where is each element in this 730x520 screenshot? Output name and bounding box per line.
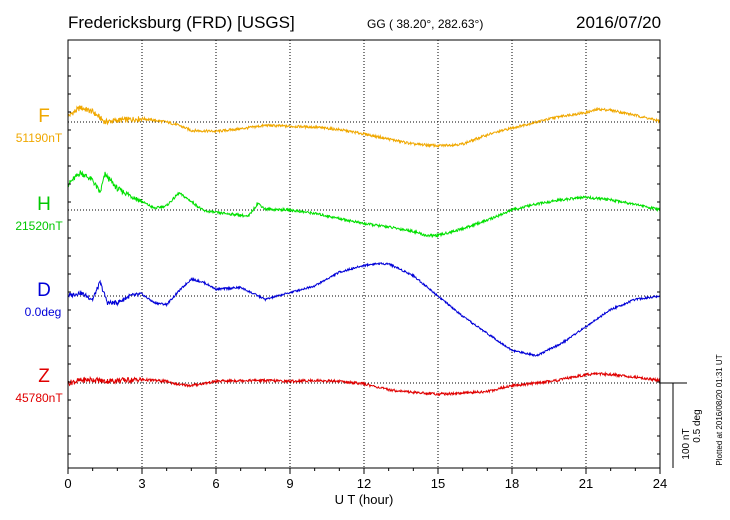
scale-label-nt: 100 nT	[681, 428, 692, 459]
x-tick-label: 18	[505, 476, 519, 491]
x-tick-label: 6	[212, 476, 219, 491]
series-line-H	[67, 170, 661, 239]
x-tick-label: 12	[357, 476, 371, 491]
series-name-H: H	[37, 194, 51, 215]
baseline-label-H: 21520nT	[15, 219, 63, 233]
x-tick-label: 21	[579, 476, 593, 491]
x-axis-ticks: 0 3 6 9 12 15 18 21 24	[64, 57, 667, 491]
baseline-label-F: 51190nT	[15, 131, 63, 145]
grid-lines	[68, 40, 660, 468]
series-name-Z: Z	[38, 366, 50, 387]
chart-date: 2016/07/20	[576, 13, 662, 32]
plot-timestamp: Plotted at 2016/08/20 01:31 UT	[715, 354, 724, 465]
x-tick-label: 24	[653, 476, 667, 491]
baseline-label-D: 0.0deg	[24, 305, 62, 319]
series-line-D	[67, 261, 661, 358]
scale-label-deg: 0.5 deg	[692, 409, 703, 442]
scale-bar: 100 nT 0.5 deg	[660, 382, 703, 468]
series-line-F	[67, 105, 661, 149]
x-axis-label: U T (hour)	[335, 492, 394, 507]
series-lines	[67, 105, 661, 397]
x-tick-label: 0	[64, 476, 71, 491]
x-tick-label: 9	[286, 476, 293, 491]
chart-title: Fredericksburg (FRD) [USGS]	[68, 13, 295, 32]
x-tick-label: 15	[431, 476, 445, 491]
x-tick-label: 3	[138, 476, 145, 491]
series-name-D: D	[37, 280, 51, 301]
baseline-label-Z: 45780nT	[15, 391, 63, 405]
series-line-Z	[67, 371, 661, 397]
series-name-F: F	[38, 106, 50, 127]
station-coordinates: GG ( 38.20°, 282.63°)	[367, 17, 484, 31]
